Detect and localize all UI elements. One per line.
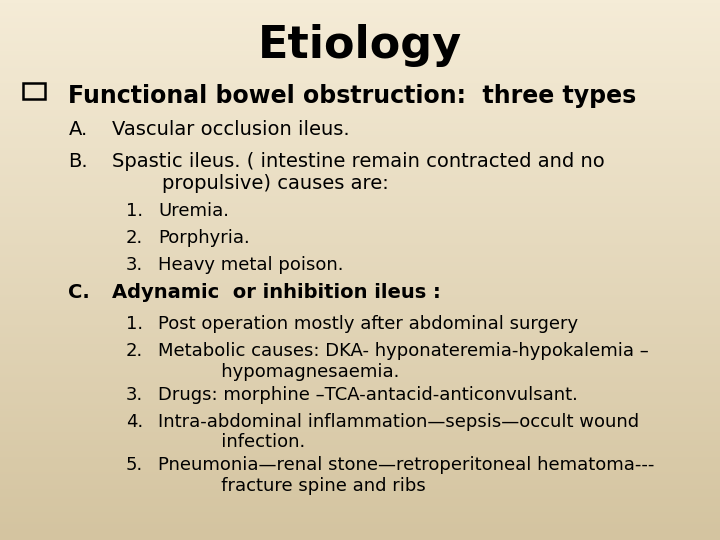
Text: Heavy metal poison.: Heavy metal poison. (158, 256, 344, 274)
Text: Vascular occlusion ileus.: Vascular occlusion ileus. (112, 120, 349, 139)
Text: C.: C. (68, 284, 90, 302)
Text: 4.: 4. (126, 413, 143, 430)
Text: 2.: 2. (126, 342, 143, 360)
Text: Intra-abdominal inflammation—sepsis—occult wound
           infection.: Intra-abdominal inflammation—sepsis—occu… (158, 413, 639, 451)
Text: Drugs: morphine –TCA-antacid-anticonvulsant.: Drugs: morphine –TCA-antacid-anticonvuls… (158, 386, 578, 403)
Text: 5.: 5. (126, 456, 143, 474)
Bar (23, 83, 45, 99)
Text: Post operation mostly after abdominal surgery: Post operation mostly after abdominal su… (158, 315, 579, 333)
Text: 1.: 1. (126, 315, 143, 333)
Text: 3.: 3. (126, 386, 143, 403)
Text: A.: A. (68, 120, 88, 139)
Text: Etiology: Etiology (258, 24, 462, 68)
Text: Spastic ileus. ( intestine remain contracted and no
        propulsive) causes a: Spastic ileus. ( intestine remain contra… (112, 152, 604, 193)
Text: Pneumonia—renal stone—retroperitoneal hematoma---
           fracture spine and : Pneumonia—renal stone—retroperitoneal he… (158, 456, 654, 495)
Text: Adynamic  or inhibition ileus :: Adynamic or inhibition ileus : (112, 284, 441, 302)
Text: 3.: 3. (126, 256, 143, 274)
Text: 1.: 1. (126, 202, 143, 220)
Text: B.: B. (68, 152, 88, 171)
Text: Metabolic causes: DKA- hyponateremia-hypokalemia –
           hypomagnesaemia.: Metabolic causes: DKA- hyponateremia-hyp… (158, 342, 649, 381)
Text: Uremia.: Uremia. (158, 202, 230, 220)
Text: Porphyria.: Porphyria. (158, 230, 250, 247)
Text: 2.: 2. (126, 230, 143, 247)
Text: Functional bowel obstruction:  three types: Functional bowel obstruction: three type… (68, 84, 636, 107)
